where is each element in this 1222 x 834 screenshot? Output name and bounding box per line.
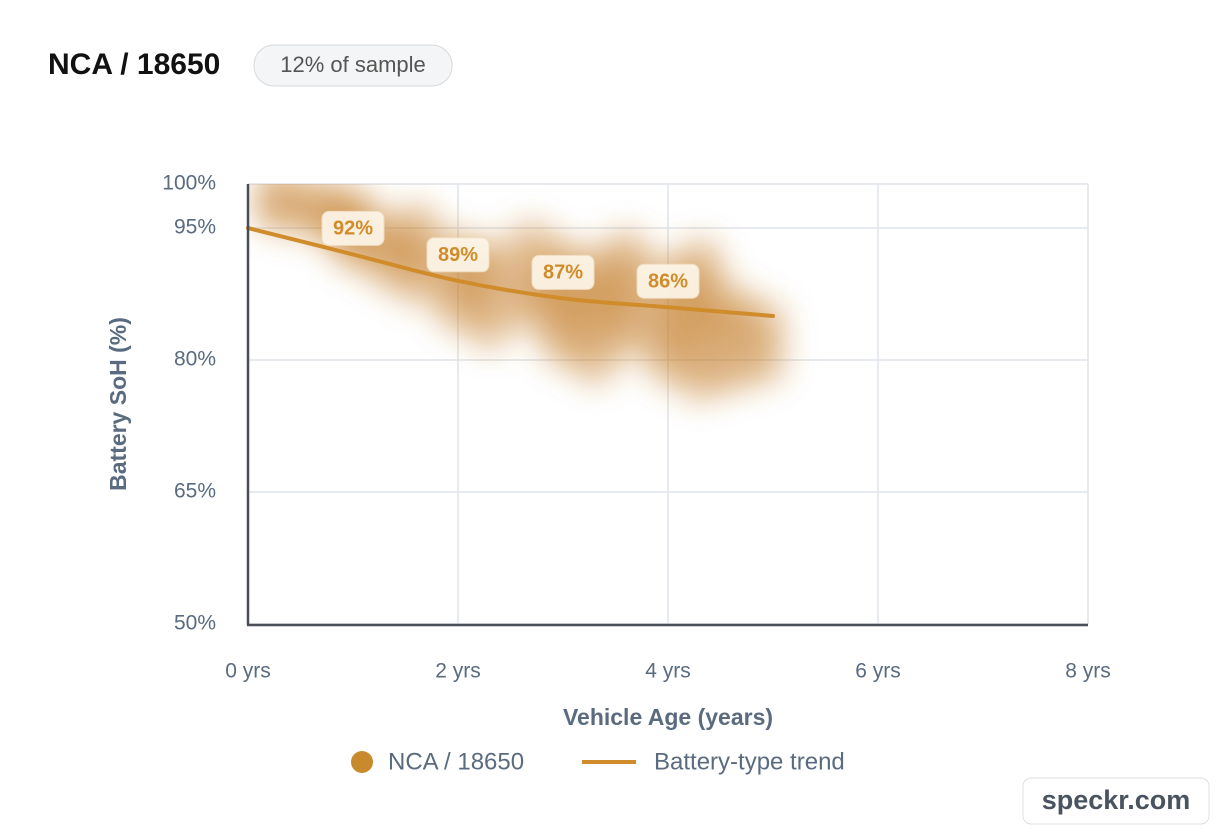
legend-label: NCA / 18650 [388,748,524,775]
y-tick-label: 50% [174,612,216,635]
value-label-box [531,254,595,290]
y-tick-label: 95% [174,216,216,239]
scatter-point [736,298,789,351]
badge: 12% of sample [280,52,426,77]
x-axis-title: Vehicle Age (years) [563,704,773,730]
value-label-box [426,237,490,273]
value-label-box [636,263,700,299]
x-tick-label: 6 yrs [855,660,901,683]
y-tick-label: 100% [162,172,216,195]
watermark-box [1022,777,1210,825]
legend-marker [351,751,373,773]
y-tick-label: 80% [174,348,216,371]
x-tick-label: 8 yrs [1065,660,1111,683]
x-tick-label: 0 yrs [225,660,271,683]
x-tick-label: 4 yrs [645,660,691,683]
trend-line [246,226,775,318]
watermark: speckr.com [1042,785,1191,815]
badge-box [253,44,453,87]
x-tick-label: 2 yrs [435,660,481,683]
value-label-box [321,210,385,246]
value-label: 87% [543,262,583,284]
y-axis-title: Battery SoH (%) [105,317,131,491]
value-label: 86% [648,270,688,292]
chart-title: NCA / 18650 [48,48,220,81]
value-label: 89% [438,244,478,266]
y-tick-label: 65% [174,480,216,503]
scatter-point [253,184,306,219]
value-label: 92% [333,218,373,240]
legend-label: Battery-type trend [654,748,845,775]
